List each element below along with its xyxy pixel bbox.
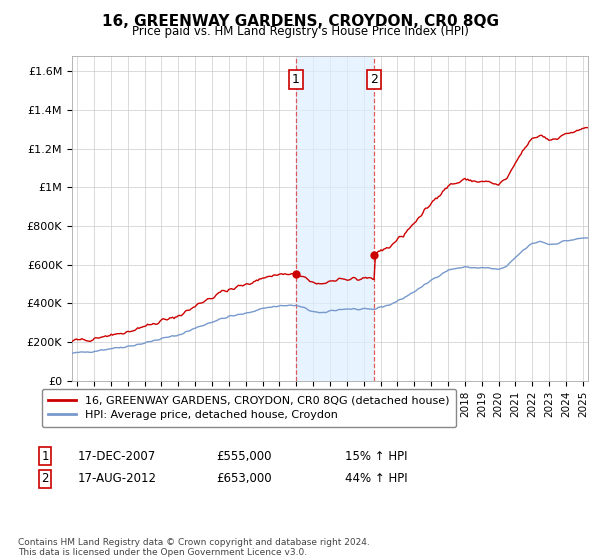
Text: 17-AUG-2012: 17-AUG-2012 xyxy=(78,472,157,486)
Text: 44% ↑ HPI: 44% ↑ HPI xyxy=(345,472,407,486)
Text: 15% ↑ HPI: 15% ↑ HPI xyxy=(345,450,407,463)
Text: 2: 2 xyxy=(41,472,49,486)
Text: £653,000: £653,000 xyxy=(216,472,272,486)
Text: £555,000: £555,000 xyxy=(216,450,271,463)
Text: Contains HM Land Registry data © Crown copyright and database right 2024.
This d: Contains HM Land Registry data © Crown c… xyxy=(18,538,370,557)
Text: 16, GREENWAY GARDENS, CROYDON, CR0 8QG: 16, GREENWAY GARDENS, CROYDON, CR0 8QG xyxy=(101,14,499,29)
Text: Price paid vs. HM Land Registry's House Price Index (HPI): Price paid vs. HM Land Registry's House … xyxy=(131,25,469,38)
Text: 2: 2 xyxy=(370,73,378,86)
Text: 1: 1 xyxy=(292,73,299,86)
Text: 1: 1 xyxy=(41,450,49,463)
Bar xyxy=(296,56,374,381)
Text: 17-DEC-2007: 17-DEC-2007 xyxy=(78,450,156,463)
Legend: 16, GREENWAY GARDENS, CROYDON, CR0 8QG (detached house), HPI: Average price, det: 16, GREENWAY GARDENS, CROYDON, CR0 8QG (… xyxy=(41,389,456,427)
